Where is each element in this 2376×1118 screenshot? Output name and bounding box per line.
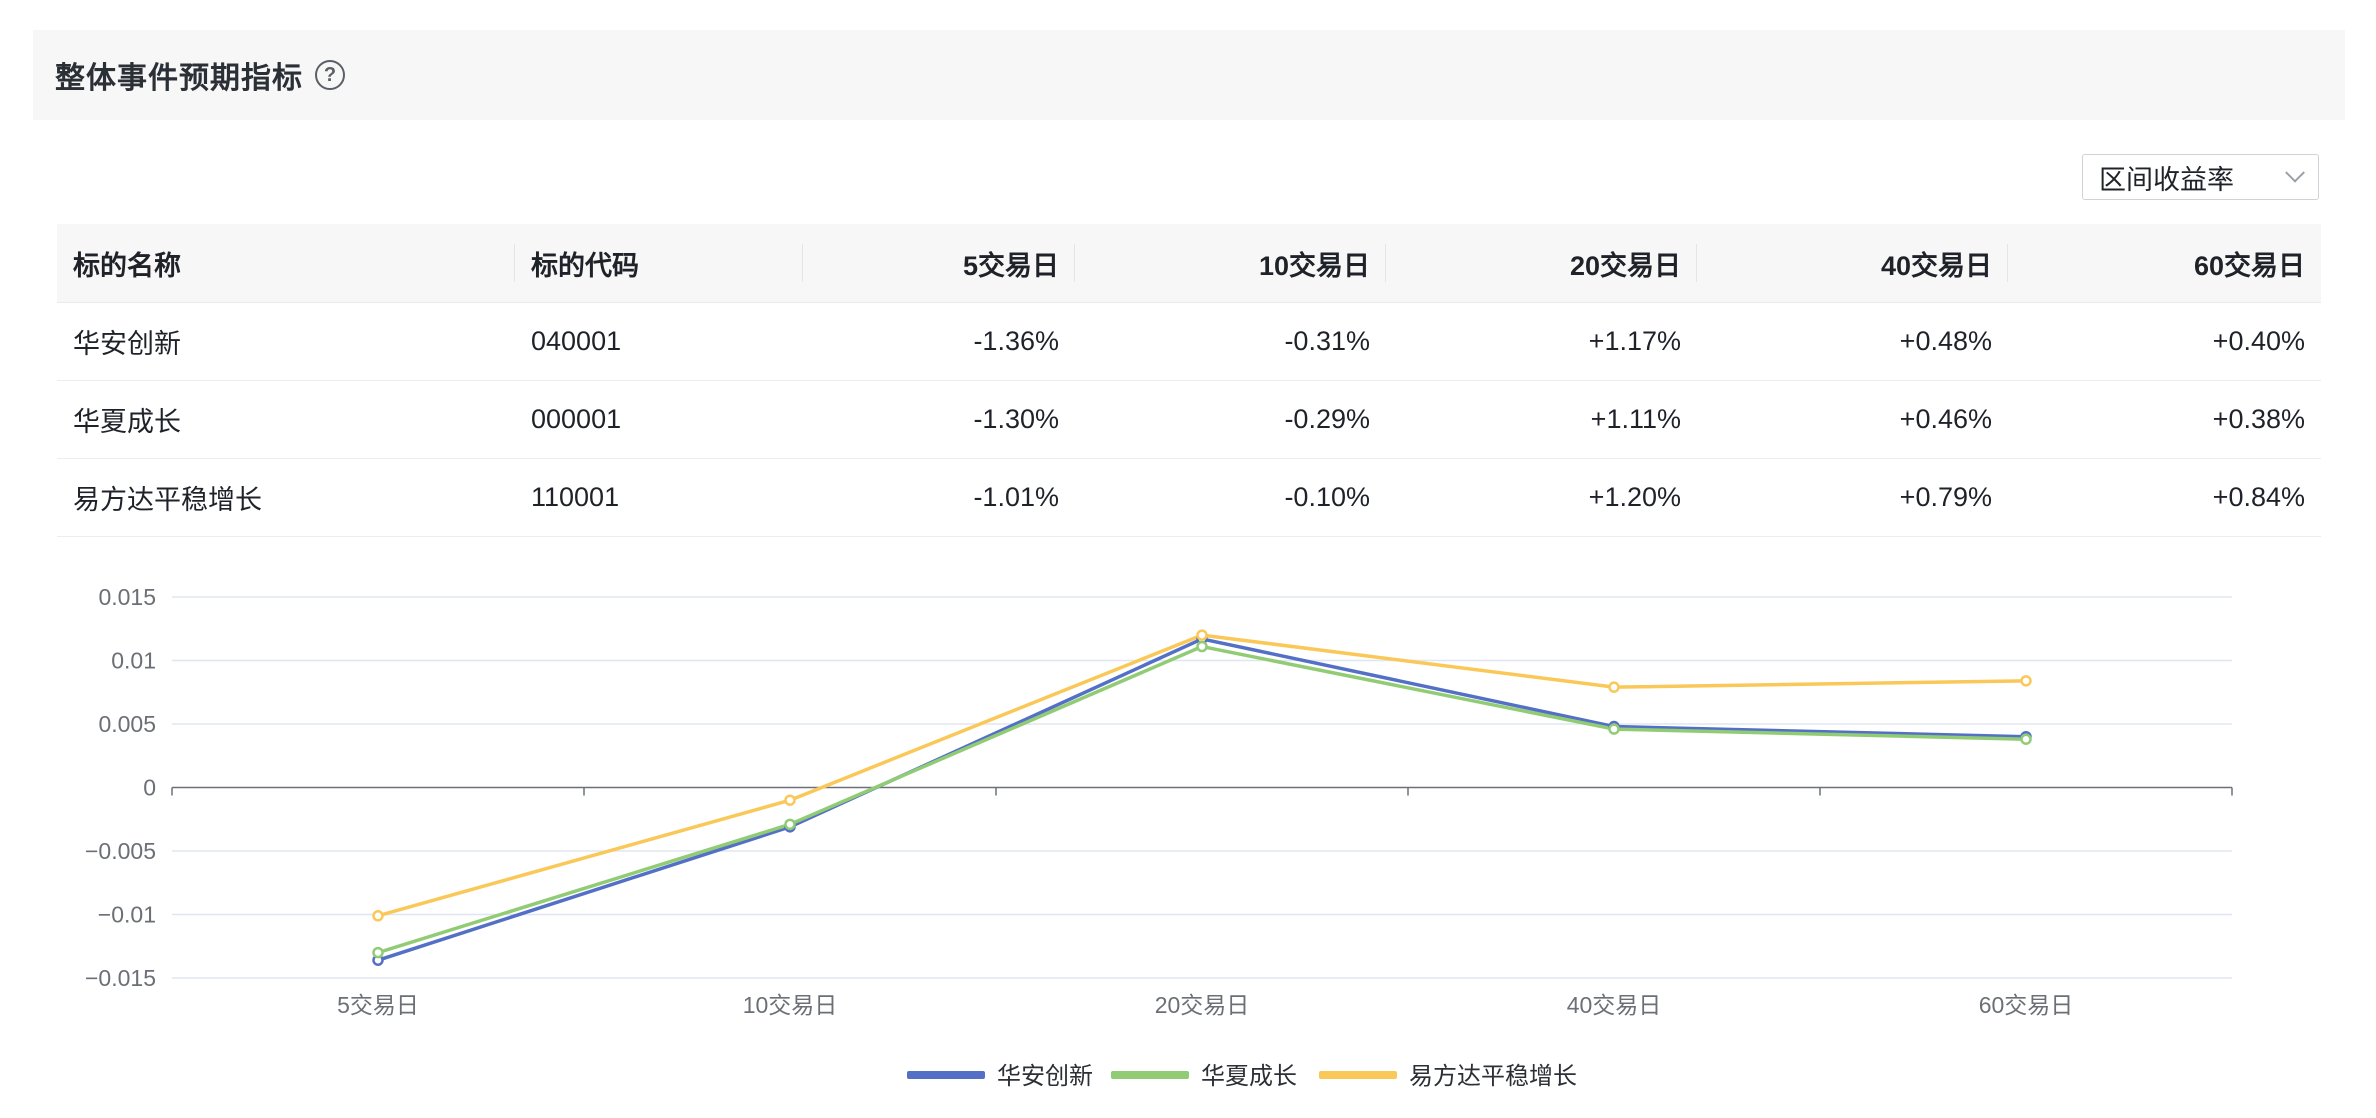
column-header-code[interactable]: 标的代码 — [515, 224, 803, 303]
panel-header: 整体事件预期指标 ? — [33, 30, 2345, 120]
cell-value: +1.20% — [1386, 458, 1697, 537]
legend-item-2[interactable]: 易方达平稳增长 — [1319, 1063, 1577, 1090]
series-line-2[interactable] — [377, 633, 2027, 918]
y-tick-label: 0 — [143, 775, 156, 801]
cell-value: -1.36% — [803, 302, 1075, 381]
data-point[interactable] — [2020, 675, 2032, 687]
cell-value: +0.48% — [1697, 302, 2008, 381]
table-row[interactable]: 华夏成长 000001 -1.30% -0.29% +1.11% +0.46% … — [57, 380, 2321, 459]
cell-name: 华夏成长 — [57, 380, 515, 459]
data-point[interactable] — [1608, 723, 1620, 735]
data-point[interactable] — [2020, 733, 2032, 745]
x-tick-label: 60交易日 — [1979, 992, 2074, 1018]
data-point[interactable] — [1196, 629, 1208, 641]
legend-label: 华夏成长 — [1201, 1063, 1297, 1090]
panel-title: 整体事件预期指标 — [55, 62, 303, 95]
legend-item-0[interactable]: 华安创新 — [907, 1063, 1093, 1090]
y-tick-label: 0.01 — [111, 648, 156, 674]
y-tick-label: −0.015 — [85, 965, 156, 991]
data-point[interactable] — [1608, 681, 1620, 693]
cell-name: 易方达平稳增长 — [57, 458, 515, 537]
table-header-row: 标的名称 标的代码 5交易日 10交易日 20交易日 40交易日 60交易日 — [57, 224, 2321, 303]
data-point[interactable] — [784, 794, 796, 806]
data-point[interactable] — [372, 946, 384, 959]
cell-code: 000001 — [515, 380, 803, 459]
legend-item-1[interactable]: 华夏成长 — [1111, 1063, 1297, 1090]
cell-code: 040001 — [515, 302, 803, 381]
cell-value: +0.84% — [2008, 458, 2321, 537]
table-row[interactable]: 易方达平稳增长 110001 -1.01% -0.10% +1.20% +0.7… — [57, 458, 2321, 537]
data-table: 标的名称 标的代码 5交易日 10交易日 20交易日 40交易日 60交易日 华… — [57, 224, 2321, 537]
cell-value: +1.17% — [1386, 302, 1697, 381]
x-tick-label: 20交易日 — [1155, 992, 1250, 1018]
y-tick-label: −0.01 — [98, 902, 156, 928]
y-tick-label: 0.015 — [98, 584, 156, 610]
y-tick-label: −0.005 — [85, 838, 156, 864]
question-circle-icon[interactable]: ? — [315, 60, 345, 90]
x-tick-label: 40交易日 — [1567, 992, 1662, 1018]
cell-value: -0.10% — [1075, 458, 1386, 537]
data-point[interactable] — [372, 910, 384, 922]
table-row[interactable]: 华安创新 040001 -1.36% -0.31% +1.17% +0.48% … — [57, 302, 2321, 381]
cell-value: +0.79% — [1697, 458, 2008, 537]
column-header-40d[interactable]: 40交易日 — [1697, 224, 2008, 303]
cell-value: -0.29% — [1075, 380, 1386, 459]
cell-name: 华安创新 — [57, 302, 515, 381]
column-header-5d[interactable]: 5交易日 — [803, 224, 1075, 303]
cell-value: +0.40% — [2008, 302, 2321, 381]
legend-swatch — [1319, 1071, 1397, 1079]
column-header-name[interactable]: 标的名称 — [57, 224, 515, 303]
series-line-1[interactable] — [377, 644, 2027, 955]
column-header-60d[interactable]: 60交易日 — [2008, 224, 2321, 303]
cell-value: +1.11% — [1386, 380, 1697, 459]
legend-swatch — [1111, 1071, 1189, 1079]
x-tick-label: 5交易日 — [337, 992, 419, 1018]
cell-value: -0.31% — [1075, 302, 1386, 381]
x-tick-label: 10交易日 — [743, 992, 838, 1018]
cell-value: -1.01% — [803, 458, 1075, 537]
cell-value: +0.38% — [2008, 380, 2321, 459]
cell-code: 110001 — [515, 458, 803, 537]
series-line-0[interactable] — [377, 637, 2027, 962]
data-point[interactable] — [784, 818, 796, 831]
cell-value: +0.46% — [1697, 380, 2008, 459]
column-header-20d[interactable]: 20交易日 — [1386, 224, 1697, 303]
data-point[interactable] — [1196, 640, 1208, 653]
metric-select[interactable]: 区间收益率 — [2082, 154, 2319, 200]
legend-label: 易方达平稳增长 — [1409, 1063, 1577, 1090]
column-header-10d[interactable]: 10交易日 — [1075, 224, 1386, 303]
metric-select-value: 区间收益率 — [2099, 164, 2234, 195]
legend-label: 华安创新 — [997, 1063, 1093, 1090]
y-tick-label: 0.005 — [98, 711, 156, 737]
cell-value: -1.30% — [803, 380, 1075, 459]
legend-swatch — [907, 1071, 985, 1079]
